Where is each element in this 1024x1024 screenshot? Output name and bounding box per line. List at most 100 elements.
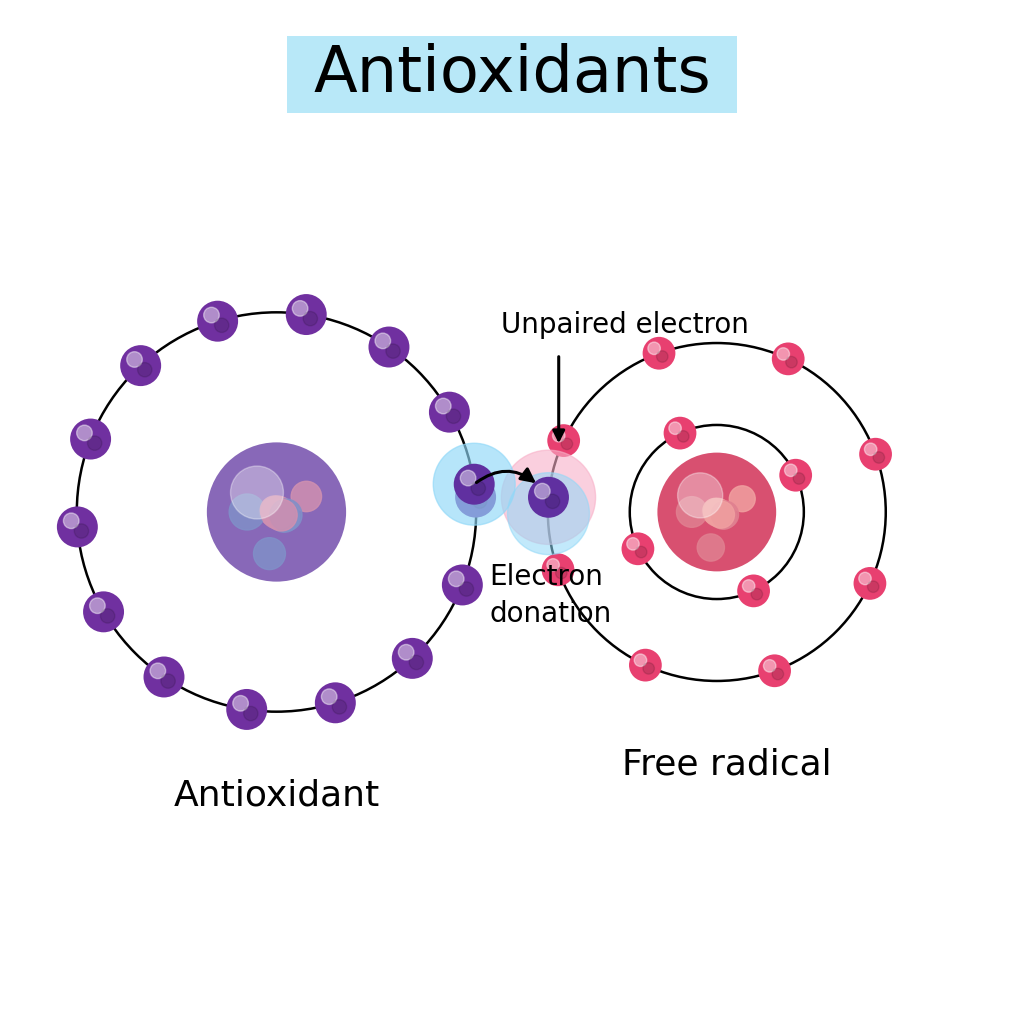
- Circle shape: [859, 438, 892, 471]
- Circle shape: [859, 572, 871, 585]
- Circle shape: [143, 656, 184, 697]
- Circle shape: [629, 649, 662, 682]
- Circle shape: [547, 559, 559, 571]
- Circle shape: [398, 644, 414, 660]
- Circle shape: [657, 453, 776, 571]
- Circle shape: [435, 398, 451, 414]
- Circle shape: [386, 344, 400, 358]
- Circle shape: [528, 477, 569, 518]
- Circle shape: [627, 538, 639, 550]
- Circle shape: [260, 496, 289, 524]
- Circle shape: [410, 655, 424, 670]
- Circle shape: [752, 589, 763, 600]
- Circle shape: [460, 582, 474, 596]
- Circle shape: [332, 699, 346, 714]
- Circle shape: [127, 351, 142, 368]
- Circle shape: [226, 689, 267, 730]
- Circle shape: [535, 483, 550, 499]
- Circle shape: [229, 494, 265, 530]
- Circle shape: [703, 499, 727, 522]
- Circle shape: [442, 564, 483, 605]
- Circle shape: [472, 494, 486, 508]
- Circle shape: [669, 422, 681, 434]
- Circle shape: [137, 362, 152, 377]
- Circle shape: [471, 481, 485, 496]
- Circle shape: [622, 532, 654, 565]
- Circle shape: [57, 507, 98, 548]
- Circle shape: [254, 538, 286, 569]
- Circle shape: [198, 301, 239, 342]
- Circle shape: [873, 452, 885, 463]
- Circle shape: [867, 581, 879, 593]
- Circle shape: [75, 524, 89, 539]
- Circle shape: [375, 333, 390, 348]
- Circle shape: [697, 534, 724, 561]
- Circle shape: [648, 342, 660, 354]
- Circle shape: [90, 598, 105, 613]
- Circle shape: [711, 503, 736, 529]
- Circle shape: [151, 664, 166, 679]
- Circle shape: [83, 592, 124, 633]
- Circle shape: [291, 481, 322, 512]
- Circle shape: [215, 318, 229, 333]
- Circle shape: [270, 499, 302, 531]
- Circle shape: [77, 425, 92, 440]
- Circle shape: [322, 689, 337, 705]
- Text: Unpaired electron: Unpaired electron: [502, 310, 750, 339]
- Circle shape: [204, 307, 219, 323]
- Circle shape: [737, 574, 770, 607]
- Circle shape: [454, 464, 495, 505]
- Circle shape: [230, 466, 284, 519]
- Circle shape: [643, 337, 676, 370]
- Circle shape: [449, 571, 464, 587]
- Circle shape: [702, 500, 726, 524]
- Circle shape: [70, 419, 111, 460]
- Circle shape: [207, 442, 346, 582]
- Circle shape: [433, 443, 515, 525]
- Circle shape: [502, 451, 596, 545]
- Circle shape: [777, 348, 790, 360]
- FancyArrowPatch shape: [476, 469, 534, 482]
- Text: Electron
donation: Electron donation: [489, 563, 611, 628]
- Circle shape: [261, 496, 294, 528]
- Circle shape: [455, 476, 496, 517]
- Circle shape: [643, 663, 654, 674]
- Circle shape: [677, 497, 708, 527]
- Circle shape: [864, 443, 877, 456]
- Circle shape: [678, 431, 689, 442]
- Circle shape: [556, 567, 567, 579]
- Circle shape: [461, 470, 476, 485]
- Circle shape: [785, 356, 798, 368]
- Circle shape: [161, 674, 175, 688]
- Circle shape: [232, 695, 249, 711]
- Circle shape: [712, 501, 738, 528]
- Circle shape: [854, 567, 887, 600]
- Circle shape: [63, 513, 79, 528]
- Circle shape: [634, 654, 647, 667]
- Circle shape: [779, 459, 812, 492]
- Circle shape: [764, 659, 776, 672]
- Circle shape: [636, 547, 647, 558]
- Circle shape: [703, 499, 732, 526]
- Circle shape: [772, 342, 805, 375]
- Circle shape: [772, 669, 783, 680]
- Circle shape: [286, 294, 327, 335]
- Circle shape: [546, 495, 560, 509]
- Circle shape: [547, 424, 580, 457]
- Circle shape: [542, 553, 574, 586]
- Circle shape: [794, 473, 805, 484]
- Circle shape: [508, 473, 590, 555]
- Text: Free radical: Free radical: [623, 748, 831, 781]
- Circle shape: [678, 473, 723, 518]
- Circle shape: [303, 311, 317, 326]
- Circle shape: [708, 501, 734, 528]
- Circle shape: [446, 409, 461, 424]
- Circle shape: [269, 502, 300, 532]
- Circle shape: [429, 391, 470, 432]
- Circle shape: [656, 351, 668, 362]
- Circle shape: [292, 301, 308, 316]
- Circle shape: [758, 654, 791, 687]
- Circle shape: [553, 429, 565, 442]
- Circle shape: [120, 345, 161, 386]
- Circle shape: [244, 707, 258, 721]
